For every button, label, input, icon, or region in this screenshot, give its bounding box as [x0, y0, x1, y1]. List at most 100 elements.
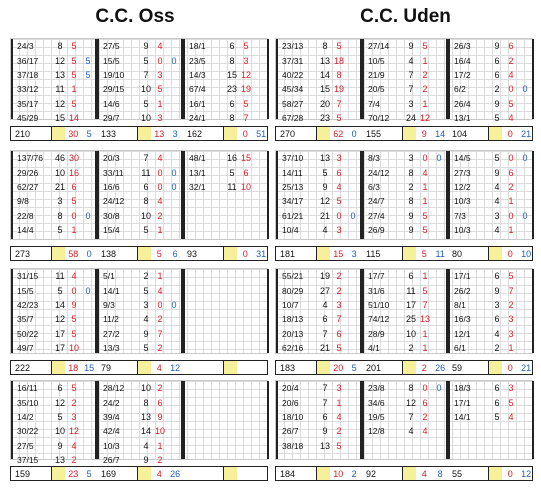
count-cell: 4: [494, 328, 500, 339]
score-cell: 16/3: [454, 314, 471, 325]
count-cell: 9: [494, 285, 500, 296]
count-cell: 8: [408, 196, 414, 207]
score-cell: 26/7: [282, 426, 299, 437]
section-1: 55/21 19 2 80/29 27 2 10/7 4 3 18/13 6 7 20/13 7 6 62/1…: [276, 269, 362, 353]
count-cell: 4: [143, 440, 149, 451]
total-value: 184: [276, 467, 317, 480]
section-1: 37/10 13 3 14/11 5 6 25/13 9 4 34/17 12 5 61/21 21 0 0 1…: [276, 151, 362, 239]
total-block: 104 0 21: [448, 127, 534, 140]
count-cell: 11: [141, 167, 151, 178]
count-cell: 13: [319, 153, 330, 164]
table-row: [185, 223, 267, 237]
total-block: [183, 467, 269, 480]
score-cell: 7/4: [368, 98, 380, 109]
table-row: [185, 439, 267, 453]
section-1: 24/3 8 5 36/17 12 5 5 37/18 13 5 5 33/12 11 1 35/17 12 5…: [11, 39, 97, 123]
yellow-marker: [488, 467, 503, 480]
count-cell: 8: [322, 41, 328, 52]
section-1: 31/15 11 4 15/5 5 0 0 42/23 14 9 35/7 12 5 50/22 17 5 49…: [11, 269, 97, 353]
table-row: 19/5 7 2: [364, 410, 446, 424]
red-value: 6: [243, 167, 249, 178]
count-cell: 5: [143, 285, 149, 296]
table-row: 51/10 17 7: [364, 298, 446, 312]
count-cell: 9: [57, 440, 63, 451]
table-row: 20/3 7 4: [99, 151, 181, 165]
total-red: 0: [507, 362, 513, 373]
table-row: 17/2 6 4: [450, 68, 532, 82]
count-cell: 25: [405, 314, 416, 325]
count-cell: 7: [408, 411, 414, 422]
table-row: 61/21 21 0 0: [278, 209, 360, 223]
count-cell: 12: [405, 397, 416, 408]
score-cell: 35/10: [17, 397, 39, 408]
blue-value: 0: [522, 210, 528, 221]
score-cell: 14/11: [282, 167, 303, 178]
total-red: 13: [154, 128, 165, 139]
count-cell: 15: [226, 69, 237, 80]
score-cell: 80/29: [282, 285, 304, 296]
total-red: 0: [507, 128, 513, 139]
red-value: 3: [336, 383, 342, 394]
total-block: 169 4 26: [97, 467, 183, 480]
table-row: 70/12 24 12: [364, 111, 446, 125]
red-value: 15: [240, 153, 251, 164]
section-3: 26/3 9 6 16/4 6 2 17/2 6 4 6/2 2 0 0 26/4 9 5 13/1 5 4: [448, 39, 534, 123]
table-row: 37/31 13 18: [278, 53, 360, 67]
total-block: 159 23 5: [11, 467, 97, 480]
table-row: 18/3 6 3: [450, 381, 532, 395]
section-2: 27/5 9 4 15/5 5 0 0 19/10 7 3 29/15 10 5 14/6 5 1 29/7 10…: [97, 39, 183, 123]
count-cell: 2: [494, 84, 500, 95]
red-value: 1: [157, 271, 163, 282]
count-cell: 13: [54, 69, 65, 80]
table-row: 9/8 3 5: [13, 194, 95, 208]
score-cell: 22/8: [17, 210, 34, 221]
total-value: 92: [362, 467, 403, 480]
count-cell: 5: [229, 167, 235, 178]
score-cell: 24/12: [103, 196, 125, 207]
total-block: 79 4 12: [97, 361, 183, 374]
total-blue: 26: [435, 362, 446, 373]
red-value: 9: [71, 299, 77, 310]
total-value: 115: [362, 247, 403, 260]
count-cell: 6: [494, 383, 500, 394]
total-blue: 12: [170, 362, 181, 373]
total-block: 210 30 5: [11, 127, 97, 140]
score-cell: 13/1: [189, 167, 206, 178]
total-block: 133 13 3: [97, 127, 183, 140]
count-cell: 4: [494, 225, 500, 236]
scorecard-uden-3: 55/21 19 2 80/29 27 2 10/7 4 3 18/13 6 7 20/13 7 6 62/1…: [275, 268, 534, 354]
total-blue: 2: [351, 468, 357, 479]
table-row: [185, 424, 267, 438]
table-row: 35/10 12 2: [13, 395, 95, 409]
table-row: 31/15 11 4: [13, 269, 95, 283]
red-value: 4: [157, 285, 163, 296]
score-cell: 31/6: [368, 285, 385, 296]
table-row: 42/23 14 9: [13, 298, 95, 312]
red-value: 10: [68, 343, 79, 354]
table-row: 10/3 4 1: [99, 439, 181, 453]
score-cell: 13/1: [454, 113, 471, 124]
score-cell: 58/27: [282, 98, 304, 109]
count-cell: 12: [54, 397, 65, 408]
count-cell: 11: [227, 181, 237, 192]
score-cell: 67/4: [189, 84, 206, 95]
score-cell: 14/6: [103, 98, 120, 109]
count-cell: 5: [143, 55, 149, 66]
red-value: 1: [422, 328, 428, 339]
score-cell: 10/3: [454, 225, 471, 236]
count-cell: 2: [143, 271, 149, 282]
red-value: 2: [336, 285, 342, 296]
section-3: 14/5 5 0 0 27/3 9 6 12/2 4 2 10/3 4 1 7/3 3 0 0 10/3 4 1: [448, 151, 534, 239]
score-cell: 37/31: [282, 55, 304, 66]
count-cell: 12: [54, 98, 65, 109]
red-value: 1: [71, 225, 77, 236]
red-value: 2: [157, 343, 163, 354]
red-value: 6: [422, 397, 428, 408]
count-cell: 15: [54, 113, 65, 124]
score-cell: 10/3: [454, 196, 471, 207]
table-row: 20/6 7 1: [278, 395, 360, 409]
total-red: 58: [68, 248, 79, 259]
scorecard-uden-2: 37/10 13 3 14/11 5 6 25/13 9 4 34/17 12 5 61/21 21 0 0 1…: [275, 150, 534, 240]
count-cell: 5: [494, 113, 500, 124]
count-cell: 23: [226, 84, 237, 95]
